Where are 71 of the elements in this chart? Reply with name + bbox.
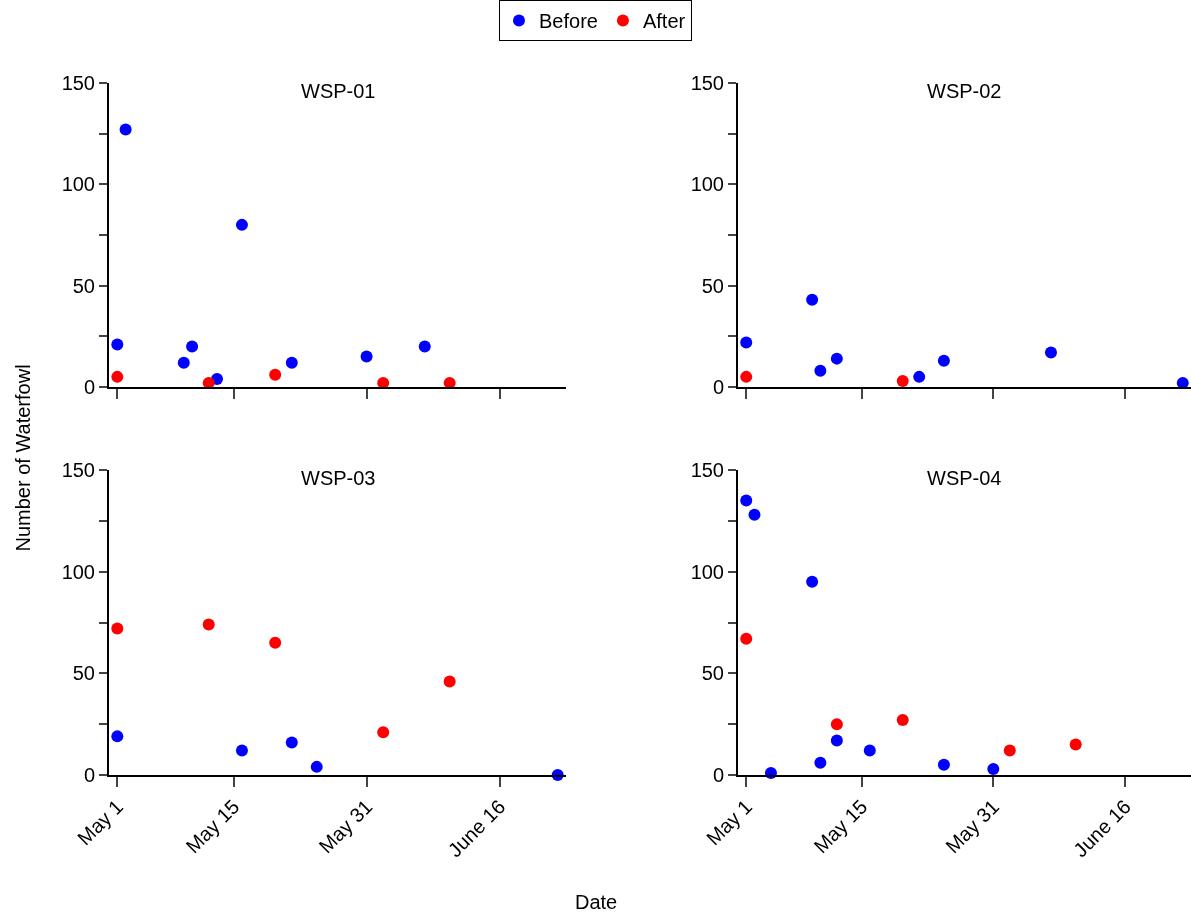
point	[310, 760, 323, 773]
point	[360, 350, 373, 363]
chart-title: WSP-04	[927, 467, 1002, 489]
point	[814, 364, 827, 377]
point	[896, 714, 909, 727]
point	[269, 368, 282, 381]
y-tick-label: 50	[701, 662, 724, 685]
y-tick-label: 100	[61, 173, 95, 196]
point	[740, 336, 753, 349]
y-tick-label: 50	[701, 274, 724, 297]
point	[913, 370, 926, 383]
point	[111, 338, 124, 351]
point	[202, 618, 215, 631]
y-tick-label: 0	[83, 764, 95, 786]
y-tick-label: 0	[83, 376, 95, 398]
point	[235, 744, 248, 757]
x-tick-label: May 15	[181, 795, 244, 858]
y-tick-label: 150	[690, 459, 724, 481]
point	[177, 356, 190, 369]
point	[285, 356, 298, 369]
point	[111, 730, 124, 743]
legend-label: After	[642, 10, 686, 33]
x-axis-title: Date	[575, 891, 618, 913]
point	[806, 575, 819, 588]
point	[119, 123, 132, 136]
point	[1003, 744, 1016, 757]
point	[235, 218, 248, 231]
point	[830, 352, 843, 365]
point	[111, 370, 124, 383]
x-tick-label: May 1	[73, 795, 128, 850]
y-tick-label: 150	[690, 72, 724, 94]
y-tick-label: 100	[690, 560, 724, 583]
point	[1069, 738, 1082, 751]
y-tick-label: 50	[72, 662, 95, 685]
chart-title: WSP-01	[301, 80, 376, 102]
y-tick-label: 0	[712, 764, 724, 786]
point	[987, 762, 1000, 775]
legend-label: Before	[539, 10, 598, 33]
chart-title: WSP-02	[927, 80, 1002, 102]
point	[937, 354, 950, 367]
point	[748, 508, 761, 521]
point	[285, 736, 298, 749]
x-tick-label: May 15	[809, 795, 872, 858]
y-tick-label: 50	[72, 274, 95, 297]
y-tick-label: 100	[690, 173, 724, 196]
point	[740, 494, 753, 507]
point	[863, 744, 876, 757]
point	[443, 675, 456, 688]
y-tick-label: 0	[712, 376, 724, 398]
point	[896, 374, 909, 387]
point	[937, 758, 950, 771]
point	[830, 734, 843, 747]
point	[111, 622, 124, 635]
point	[740, 370, 753, 383]
chart-title: WSP-03	[301, 467, 376, 489]
x-tick-label: May 1	[702, 795, 757, 850]
point	[806, 293, 819, 306]
point	[740, 632, 753, 645]
point	[1044, 346, 1057, 359]
y-tick-label: 100	[61, 560, 95, 583]
y-tick-label: 150	[61, 72, 95, 94]
point	[830, 718, 843, 731]
x-tick-label: May 31	[941, 795, 1004, 858]
point	[418, 340, 431, 353]
point	[269, 636, 282, 649]
x-tick-label: May 31	[314, 795, 377, 858]
y-tick-label: 150	[61, 459, 95, 481]
point	[377, 726, 390, 739]
point	[186, 340, 199, 353]
point	[814, 756, 827, 769]
y-axis-title: Number of Waterfowl	[11, 364, 34, 552]
